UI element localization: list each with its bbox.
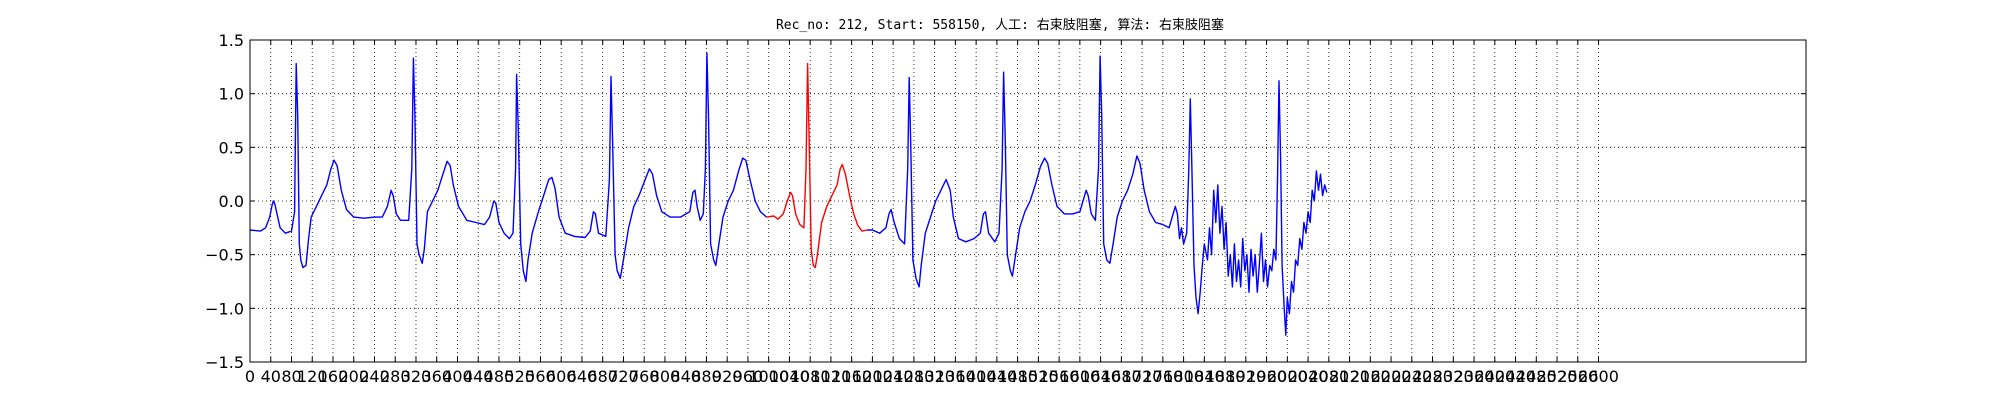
y-tick-label: 0.0 — [219, 192, 244, 211]
grid — [249, 39, 1806, 363]
y-tick-label: −0.5 — [205, 246, 244, 265]
x-tick-label: 1600 — [1060, 367, 1101, 386]
y-tick-label: 0.5 — [219, 138, 244, 157]
x-tick-label: 1480 — [997, 367, 1038, 386]
x-tick-label: 1720 — [1122, 367, 1163, 386]
x-tick-label: 760 — [629, 367, 660, 386]
x-tick-label: 1960 — [1246, 367, 1287, 386]
y-tick-label: 1.5 — [219, 31, 244, 50]
x-tick-label: 0 — [245, 367, 255, 386]
x-tick-label: 2040 — [1288, 367, 1329, 386]
x-tick-label: 2320 — [1433, 367, 1474, 386]
axis-ticks: 0 40 8012016020024028032036040044048052056… — [205, 31, 1806, 386]
chart-title: Rec_no: 212, Start: 558150, 人工: 右束肢阻塞, 算… — [776, 17, 1224, 33]
x-tick-label: 2480 — [1516, 367, 1557, 386]
x-tick-label: 800 — [650, 367, 681, 386]
plot-frame — [249, 39, 1807, 363]
series-group — [249, 52, 1328, 336]
x-tick-label: 280 — [380, 367, 411, 386]
x-tick-label: 1280 — [894, 367, 935, 386]
y-tick-label: −1.0 — [205, 299, 244, 318]
x-tick-label: 1760 — [1142, 367, 1183, 386]
x-tick-label: 2240 — [1391, 367, 1432, 386]
x-tick-label: 2080 — [1308, 367, 1349, 386]
x-tick-label: 640 — [567, 367, 598, 386]
x-tick-label: 360 — [421, 367, 452, 386]
x-tick-label: 560 — [525, 367, 556, 386]
x-tick-label: 1640 — [1080, 367, 1121, 386]
x-tick-label: 120 — [297, 367, 328, 386]
x-tick-label: 520 — [504, 367, 535, 386]
x-tick-label: 440 — [463, 367, 494, 386]
ecg-series-line-1 — [249, 52, 768, 283]
x-tick-label: 1400 — [956, 367, 997, 386]
x-tick-label: 1920 — [1225, 367, 1266, 386]
x-tick-label: 2400 — [1474, 367, 1515, 386]
x-tick-label: 80 — [281, 367, 301, 386]
x-tick-label: 600 — [546, 367, 577, 386]
y-tick-label: −1.5 — [205, 353, 244, 372]
x-tick-label: 2600 — [1578, 367, 1619, 386]
x-tick-label: 1560 — [1039, 367, 1080, 386]
x-tick-label: 2440 — [1495, 367, 1536, 386]
x-tick-label: 2280 — [1412, 367, 1453, 386]
x-tick-label: 1360 — [935, 367, 976, 386]
x-tick-label: 1440 — [977, 367, 1018, 386]
x-tick-label: 2200 — [1371, 367, 1412, 386]
x-tick-label: 1120 — [811, 367, 852, 386]
x-tick-label: 2520 — [1537, 367, 1578, 386]
x-tick-label: 1840 — [1184, 367, 1225, 386]
x-tick-label: 2360 — [1454, 367, 1495, 386]
x-tick-label: 1680 — [1101, 367, 1142, 386]
x-tick-label: 680 — [587, 367, 618, 386]
x-tick-label: 320 — [401, 367, 432, 386]
y-tick-label: 1.0 — [219, 85, 244, 104]
x-tick-label: 1080 — [790, 367, 831, 386]
x-tick-label: 480 — [484, 367, 515, 386]
x-tick-label: 1160 — [831, 367, 872, 386]
x-tick-label: 1320 — [914, 367, 955, 386]
x-tick-label: 2560 — [1557, 367, 1598, 386]
x-tick-label: 920 — [712, 367, 743, 386]
x-tick-label: 400 — [442, 367, 473, 386]
x-tick-label: 880 — [691, 367, 722, 386]
x-tick-label: 160 — [318, 367, 349, 386]
x-tick-label: 1000 — [748, 367, 789, 386]
x-tick-label: 200 — [338, 367, 369, 386]
ecg-series-line-3 — [867, 55, 1328, 336]
x-tick-label: 1040 — [769, 367, 810, 386]
x-tick-label: 1240 — [873, 367, 914, 386]
x-tick-label: 720 — [608, 367, 639, 386]
x-tick-label: 1800 — [1163, 367, 1204, 386]
x-tick-label: 1200 — [852, 367, 893, 386]
x-tick-label: 40 — [261, 367, 281, 386]
x-tick-label: 960 — [733, 367, 764, 386]
x-tick-label: 1520 — [1018, 367, 1059, 386]
ecg-series-line-2 — [766, 62, 868, 269]
x-tick-label: 2120 — [1329, 367, 1370, 386]
x-tick-label: 2000 — [1267, 367, 1308, 386]
x-tick-label: 840 — [670, 367, 701, 386]
x-tick-label: 1880 — [1205, 367, 1246, 386]
x-tick-label: 2160 — [1350, 367, 1391, 386]
x-tick-label: 240 — [359, 367, 390, 386]
